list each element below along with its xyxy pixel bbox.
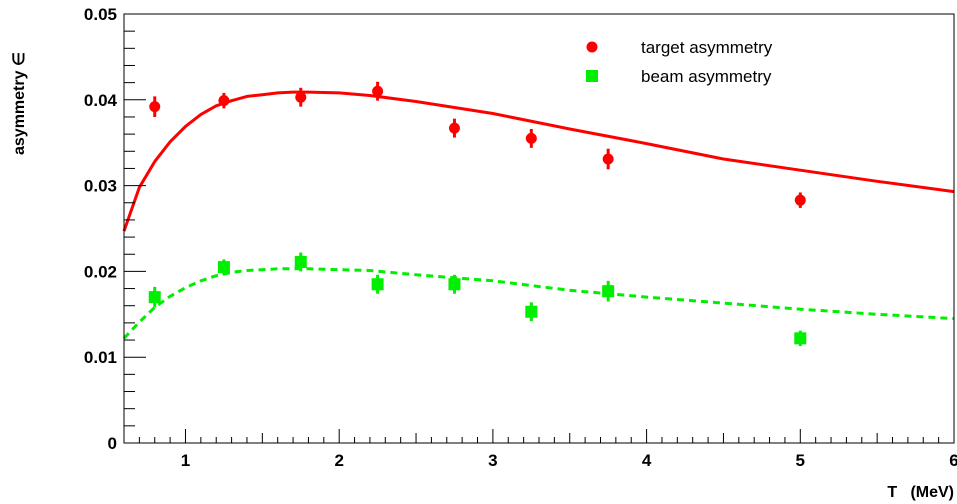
legend-label-beam: beam asymmetry	[641, 67, 772, 86]
data-point	[295, 91, 307, 103]
legend-marker-beam	[586, 70, 598, 82]
legend-marker-target	[586, 41, 598, 53]
legend: target asymmetry beam asymmetry	[586, 38, 773, 86]
fit-curves	[122, 90, 955, 340]
x-tick-label: 2	[334, 451, 343, 470]
x-tick-label: 1	[181, 451, 190, 470]
y-tick-label: 0.02	[84, 262, 117, 281]
data-point	[294, 255, 307, 268]
data-point	[525, 132, 537, 144]
data-point	[448, 122, 460, 134]
y-tick-label: 0	[108, 434, 117, 453]
data-point	[794, 332, 807, 345]
y-tick-label: 0.05	[84, 5, 117, 24]
legend-label-target: target asymmetry	[641, 38, 773, 57]
x-tick-label: 4	[642, 451, 652, 470]
data-point	[218, 95, 230, 107]
data-point	[794, 194, 806, 206]
data-point	[372, 85, 384, 97]
y-tick-label: 0.03	[84, 177, 117, 196]
x-axis-ticks: 1 2 3 4 5 6	[123, 429, 957, 470]
y-axis-label: asymmetry ∈	[11, 52, 28, 155]
data-point	[448, 278, 461, 291]
data-point	[602, 153, 614, 165]
x-tick-label: 5	[796, 451, 805, 470]
data-point	[217, 261, 230, 274]
data-points	[148, 81, 807, 347]
plot-frame	[123, 13, 955, 444]
fit-curve-1	[122, 267, 955, 340]
data-point	[602, 285, 615, 298]
data-point	[371, 278, 384, 291]
x-tick-label: 3	[488, 451, 497, 470]
x-tick-label: 6	[949, 451, 957, 470]
y-tick-label: 0.01	[84, 348, 117, 367]
data-point	[148, 291, 161, 304]
y-tick-label: 0.04	[84, 91, 118, 110]
data-point	[525, 305, 538, 318]
fit-curve-0	[122, 90, 955, 232]
y-axis-ticks: 0 0.01 0.02 0.03 0.04 0.05	[84, 5, 146, 453]
x-axis-label: T (MeV)	[887, 484, 954, 501]
data-point	[149, 101, 161, 113]
